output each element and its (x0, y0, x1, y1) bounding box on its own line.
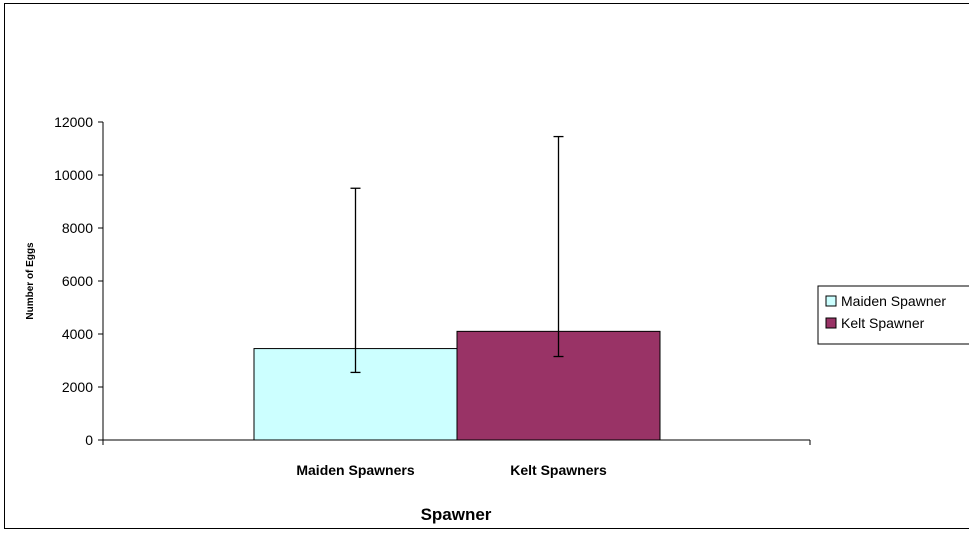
y-axis-ticks: 0 2000 4000 6000 8000 10000 12000 (54, 114, 103, 448)
y-tick-label: 12000 (54, 114, 93, 130)
category-labels: Maiden Spawners Kelt Spawners (296, 462, 607, 478)
chart-frame (4, 3, 969, 529)
category-label: Maiden Spawners (296, 462, 414, 478)
error-bars (350, 135, 564, 374)
legend-label: Maiden Spawner (841, 293, 946, 309)
y-tick-label: 10000 (54, 167, 93, 183)
category-label: Kelt Spawners (510, 462, 607, 478)
legend-swatch (825, 295, 837, 307)
y-axis-title: Number of Eggs (25, 242, 36, 320)
y-tick-label: 2000 (62, 379, 93, 395)
y-tick-label: 8000 (62, 220, 93, 236)
legend-box (817, 285, 969, 345)
bars (253, 330, 661, 441)
legend: Maiden Spawner Kelt Spawner (817, 285, 969, 345)
legend-swatch (825, 317, 837, 329)
y-tick-label: 6000 (62, 273, 93, 289)
x-axis-title: Spawner (421, 505, 492, 524)
legend-label: Kelt Spawner (841, 315, 925, 331)
y-tick-label: 4000 (62, 326, 93, 342)
y-tick-label: 0 (85, 432, 93, 448)
